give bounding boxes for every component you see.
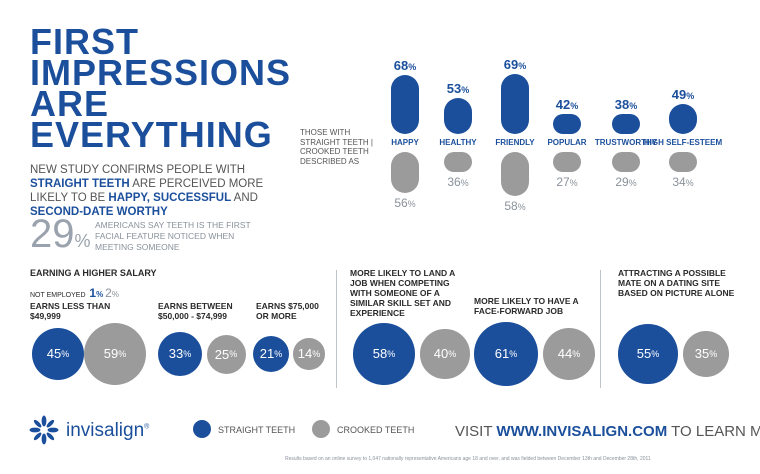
crooked-value-label: 29% <box>615 175 637 189</box>
section-divider <box>600 270 601 388</box>
headline-line: IMPRESSIONS <box>30 52 292 93</box>
job-group-label: MORE LIKELY TO HAVE A FACE-FORWARD JOB <box>474 296 579 316</box>
not-employed: NOT EMPLOYED 1% 2% <box>30 286 119 300</box>
not-employed-straight: 1 <box>89 286 97 300</box>
legend-straight-swatch <box>193 420 211 438</box>
legend-crooked-label: CROOKED TEETH <box>337 425 415 435</box>
straight-bubble: 61% <box>474 322 538 386</box>
crooked-bar <box>553 152 581 172</box>
straight-bar <box>612 114 640 134</box>
straight-bubble: 58% <box>353 323 415 385</box>
headline-line: ARE <box>30 83 110 124</box>
subtitle-bold: STRAIGHT TEETH <box>30 178 130 190</box>
straight-bar <box>553 114 581 134</box>
headline-line: FIRST <box>30 21 139 62</box>
brand-logo: invisalign® <box>66 420 149 442</box>
invisalign-logo-icon <box>29 415 59 445</box>
first-feature-value: 29 <box>30 212 75 256</box>
crooked-bar <box>669 152 697 172</box>
crooked-bar <box>391 152 419 193</box>
salary-title: EARNING A HIGHER SALARY <box>30 268 157 278</box>
visit-post: TO LEARN MORE <box>671 423 760 440</box>
first-feature-text: AMERICANS SAY TEETH IS THE FIRST FACIAL … <box>95 220 251 252</box>
subtitle-text: AND <box>231 192 258 204</box>
trait-label: HIGH SELF-ESTEEM <box>643 138 723 147</box>
subtitle-text: NEW STUDY CONFIRMS PEOPLE WITH <box>30 164 246 176</box>
salary-group-label: EARNS $75,000 OR MORE <box>256 301 319 321</box>
straight-value-label: 42% <box>555 97 579 112</box>
straight-bubble: 33% <box>157 331 203 377</box>
first-feature-stat: 29% <box>30 214 91 261</box>
trait-label: FRIENDLY <box>495 138 535 147</box>
dating-group-label: ATTRACTING A POSSIBLE MATE ON A DATING S… <box>618 268 735 298</box>
straight-value-label: 53% <box>446 80 470 96</box>
crooked-value-label: 27% <box>556 175 578 189</box>
straight-bar <box>444 97 472 134</box>
trait-label: POPULAR <box>547 138 587 147</box>
described-as-label: THOSE WITH STRAIGHT TEETH | CROOKED TEET… <box>300 128 390 166</box>
straight-value-label: 68% <box>393 58 417 73</box>
crooked-value-label: 36% <box>447 175 469 189</box>
footnote: Results based on an online survey to 1,0… <box>285 456 651 462</box>
brand-mark: ® <box>144 423 150 431</box>
crooked-bubble: 14% <box>293 338 325 370</box>
legend-straight-label: STRAIGHT TEETH <box>218 425 296 435</box>
straight-bar <box>669 103 697 134</box>
subtitle-text: ARE PERCEIVED MORE LIKELY TO BE <box>30 178 264 204</box>
crooked-bar <box>444 152 472 172</box>
crooked-bubble: 44% <box>543 328 595 380</box>
straight-bubble: 55% <box>618 324 678 384</box>
not-employed-unit: % <box>96 290 104 299</box>
straight-bubble: 21% <box>252 335 290 373</box>
visit-cta: VISIT WWW.INVISALIGN.COM TO LEARN MORE <box>455 423 760 440</box>
not-employed-crooked: 2 <box>105 286 112 300</box>
described-line: THOSE WITH <box>300 128 351 137</box>
crooked-bubble: 25% <box>206 334 246 374</box>
visit-url-link[interactable]: WWW.INVISALIGN.COM <box>496 423 668 440</box>
crooked-value-label: 34% <box>672 175 694 189</box>
legend-crooked-swatch <box>312 420 330 438</box>
straight-value-label: 69% <box>503 56 527 72</box>
straight-bar <box>391 75 419 134</box>
straight-bubble: 45% <box>31 327 85 381</box>
trait-label: HAPPY <box>391 138 419 147</box>
headline: FIRST IMPRESSIONS ARE EVERYTHING <box>30 21 292 155</box>
visit-pre: VISIT <box>455 423 497 440</box>
crooked-bubble: 59% <box>83 322 147 386</box>
subtitle-bold: SECOND-DATE WORTHY <box>30 206 168 218</box>
straight-value-label: 38% <box>614 97 638 112</box>
subtitle: NEW STUDY CONFIRMS PEOPLE WITH STRAIGHT … <box>30 163 300 219</box>
crooked-bar <box>612 152 640 172</box>
section-divider <box>336 270 337 388</box>
straight-value-label: 49% <box>671 86 695 102</box>
subtitle-bold: HAPPY, SUCCESSFUL <box>108 192 232 204</box>
crooked-bubble: 40% <box>420 329 470 379</box>
trait-label: HEALTHY <box>439 138 477 147</box>
straight-bar <box>501 73 529 134</box>
brand-name: invisalign <box>66 420 145 441</box>
described-line: CROOKED TEETH <box>300 147 369 156</box>
crooked-value-label: 58% <box>504 199 526 213</box>
job-group-label: MORE LIKELY TO LAND A JOB WHEN COMPETING… <box>350 268 456 318</box>
headline-line: EVERYTHING <box>30 114 273 155</box>
not-employed-unit: % <box>111 290 119 299</box>
crooked-bar <box>501 152 529 196</box>
first-feature-unit: % <box>74 231 91 251</box>
salary-group-label: EARNS BETWEEN $50,000 - $74,999 <box>158 301 233 321</box>
crooked-value-label: 56% <box>394 196 416 210</box>
trait-label: TRUSTWORTHY <box>594 138 658 147</box>
not-employed-label: NOT EMPLOYED <box>30 292 86 299</box>
salary-group-label: EARNS LESS THAN $49,999 <box>30 301 111 321</box>
described-line: STRAIGHT TEETH <box>300 137 369 147</box>
described-separator: | <box>368 137 373 147</box>
described-line: DESCRIBED AS <box>300 156 360 166</box>
crooked-bubble: 35% <box>683 331 729 377</box>
